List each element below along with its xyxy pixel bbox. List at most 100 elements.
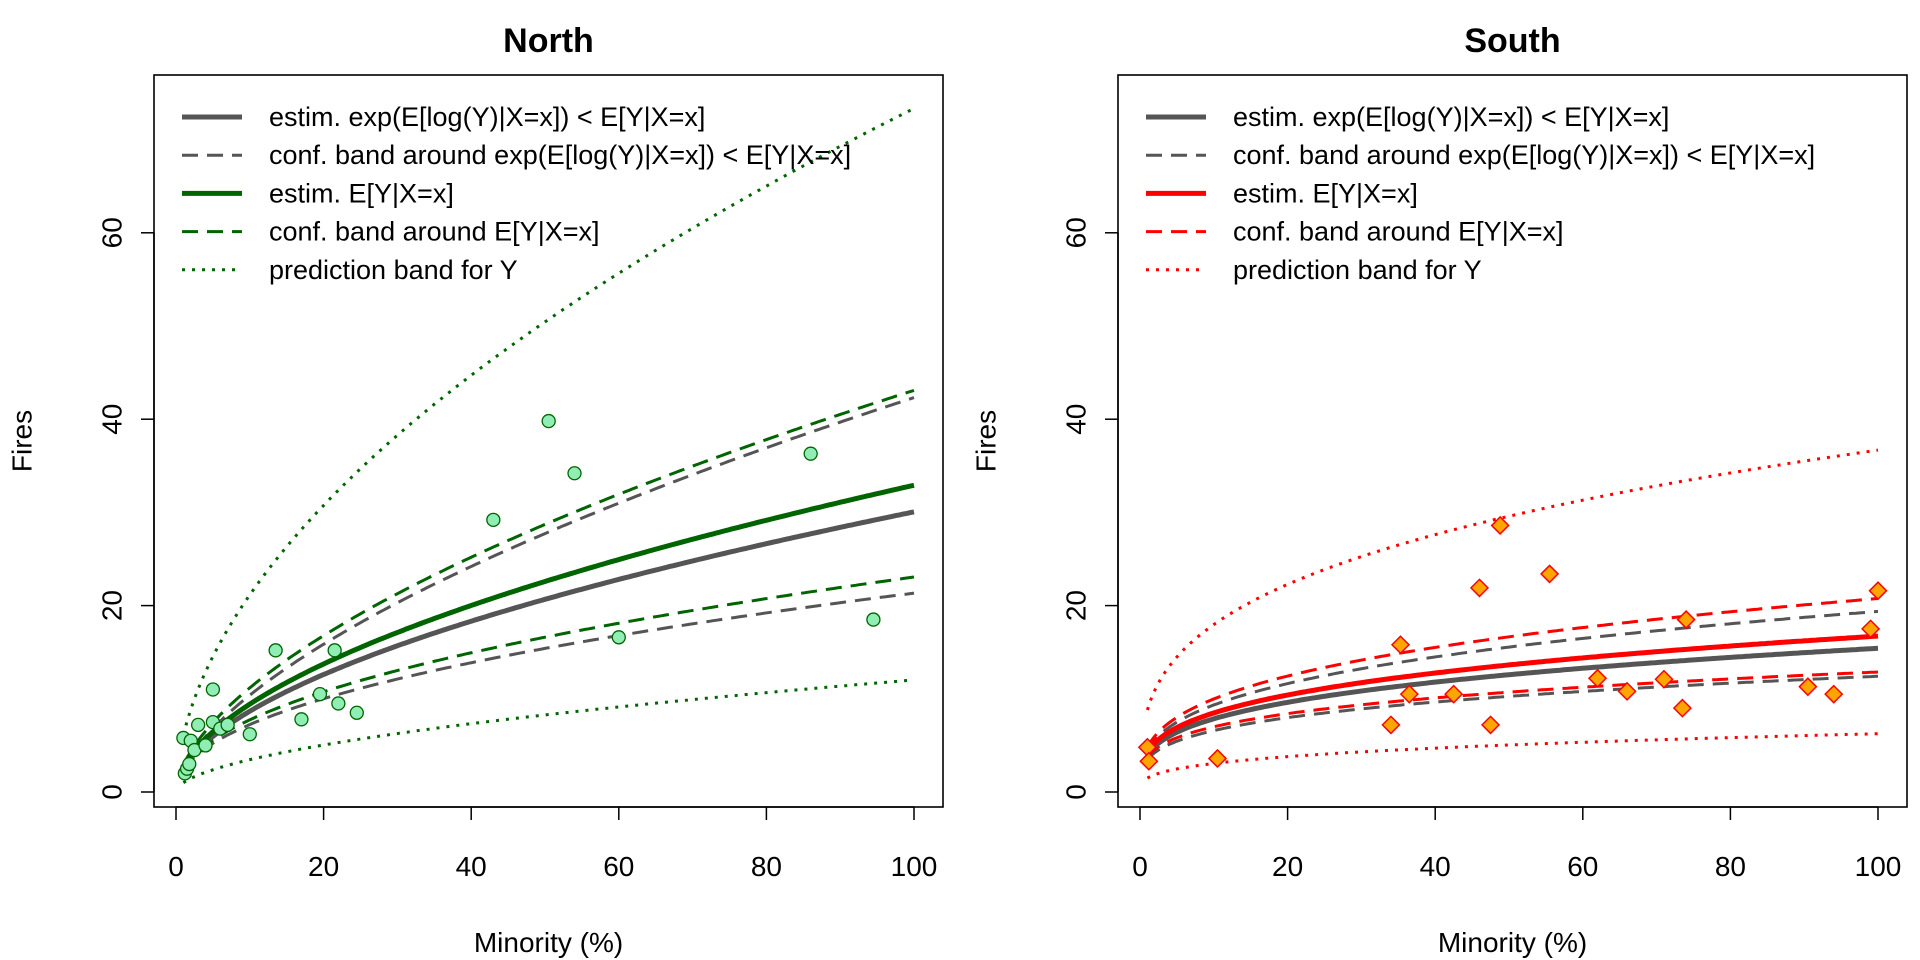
- data-point: [486, 512, 501, 528]
- legend-label: conf. band around exp(E[log(Y)|X=x]) < E…: [269, 140, 851, 170]
- data-point: [190, 717, 206, 733]
- legend: estim. exp(E[log(Y)|X=x]) < E[Y|X=x] conf…: [182, 102, 851, 285]
- data-point: [1390, 635, 1411, 655]
- y-tick-label: 0: [1061, 784, 1092, 800]
- exp-log-conf-band-upper: [182, 396, 915, 769]
- legend-label: conf. band around E[Y|X=x]: [269, 217, 600, 247]
- exp-log-fit-line: [181, 509, 915, 771]
- y-tick-label: 0: [97, 784, 128, 800]
- mean-conf-band-upper: [1146, 597, 1879, 749]
- data-point: [182, 756, 197, 772]
- data-point: [349, 705, 364, 720]
- data-points: [1137, 515, 1888, 771]
- y-tick-label: 40: [97, 404, 128, 435]
- data-point: [205, 682, 221, 697]
- data-point: [1587, 668, 1608, 688]
- panel-south: South 0 20 40 60 80 100 Minority (%) 0 20 40 60 Fire…: [971, 22, 1908, 958]
- data-points: [176, 413, 881, 781]
- data-point: [1824, 684, 1844, 704]
- data-point: [1381, 715, 1401, 735]
- y-tick-label: 20: [1061, 590, 1092, 621]
- data-point: [268, 643, 283, 658]
- exp-log-conf-band-lower: [1146, 674, 1879, 761]
- y-tick-label: 60: [1061, 217, 1092, 248]
- data-point: [803, 446, 818, 461]
- plot-area: [1137, 448, 1888, 780]
- data-point: [1617, 681, 1637, 701]
- x-axis: 0 20 40 60 80 100: [168, 806, 938, 882]
- y-axis-label: Fires: [971, 410, 1002, 472]
- prediction-band-upper: [1145, 448, 1879, 711]
- data-point: [611, 630, 626, 645]
- legend-label: estim. E[Y|X=x]: [1233, 178, 1418, 208]
- panel-north: North 0 20 40 60 80 100 Minority (%) 0 20 40 60 Fire…: [7, 22, 944, 958]
- mean-conf-band-lower: [1146, 670, 1879, 758]
- mean-conf-band-lower: [182, 575, 915, 769]
- x-axis: 0 20 40 60 80 100: [1132, 806, 1902, 882]
- x-axis-label: Minority (%): [1438, 927, 1587, 958]
- x-tick-label: 0: [168, 851, 184, 882]
- data-point: [1490, 515, 1510, 536]
- x-tick-label: 20: [308, 851, 339, 882]
- data-point: [1139, 751, 1159, 771]
- x-axis-label: Minority (%): [474, 927, 623, 958]
- legend-label: prediction band for Y: [1233, 255, 1482, 285]
- data-point: [1672, 698, 1692, 718]
- y-tick-label: 40: [1061, 404, 1092, 435]
- data-point: [198, 738, 213, 753]
- x-tick-label: 60: [603, 851, 634, 882]
- x-tick-label: 80: [751, 851, 782, 882]
- legend-label: conf. band around E[Y|X=x]: [1233, 217, 1564, 247]
- data-point: [1480, 715, 1501, 735]
- data-point: [327, 643, 342, 658]
- data-point: [1444, 684, 1464, 704]
- data-point: [1676, 610, 1696, 630]
- y-axis: 0 20 40 60: [97, 217, 155, 800]
- legend-label: estim. exp(E[log(Y)|X=x]) < E[Y|X=x]: [1233, 102, 1669, 132]
- y-axis-label: Fires: [7, 410, 38, 472]
- data-point: [242, 727, 257, 742]
- mean-fit-line: [1145, 633, 1879, 754]
- data-point: [1540, 564, 1560, 584]
- chart-title: South: [1464, 22, 1560, 60]
- data-point: [1469, 578, 1490, 598]
- data-point: [1868, 581, 1888, 601]
- data-point: [866, 612, 881, 627]
- chart-title: North: [503, 22, 594, 60]
- exp-log-conf-band-upper: [1146, 609, 1879, 751]
- y-axis: 0 20 40 60: [1061, 217, 1119, 800]
- y-tick-label: 60: [97, 217, 128, 248]
- exp-log-fit-line: [1145, 645, 1879, 757]
- exp-log-conf-band-lower: [182, 591, 915, 771]
- legend: estim. exp(E[log(Y)|X=x]) < E[Y|X=x] conf…: [1146, 102, 1815, 285]
- legend-label: prediction band for Y: [269, 255, 518, 285]
- legend-label: conf. band around exp(E[log(Y)|X=x]) < E…: [1233, 140, 1815, 170]
- legend-label: estim. E[Y|X=x]: [269, 178, 454, 208]
- x-tick-label: 80: [1715, 851, 1746, 882]
- data-point: [294, 712, 309, 727]
- prediction-band-lower: [1146, 732, 1879, 780]
- plot-area: [176, 107, 915, 784]
- data-point: [1654, 669, 1674, 689]
- data-point: [1861, 619, 1881, 639]
- data-point: [541, 413, 556, 429]
- data-point: [1399, 684, 1419, 704]
- data-point: [331, 696, 346, 711]
- data-point: [1207, 748, 1228, 769]
- data-point: [220, 717, 235, 733]
- data-point: [1798, 677, 1818, 697]
- data-point: [567, 466, 582, 481]
- x-tick-label: 60: [1567, 851, 1598, 882]
- x-tick-label: 20: [1272, 851, 1303, 882]
- x-tick-label: 0: [1132, 851, 1148, 882]
- prediction-band-lower: [182, 678, 915, 784]
- x-tick-label: 40: [456, 851, 487, 882]
- mean-fit-line: [181, 482, 915, 769]
- legend-label: estim. exp(E[log(Y)|X=x]) < E[Y|X=x]: [269, 102, 705, 132]
- y-tick-label: 20: [97, 590, 128, 621]
- x-tick-label: 100: [891, 851, 938, 882]
- x-tick-label: 100: [1855, 851, 1902, 882]
- x-tick-label: 40: [1420, 851, 1451, 882]
- data-point: [312, 686, 328, 702]
